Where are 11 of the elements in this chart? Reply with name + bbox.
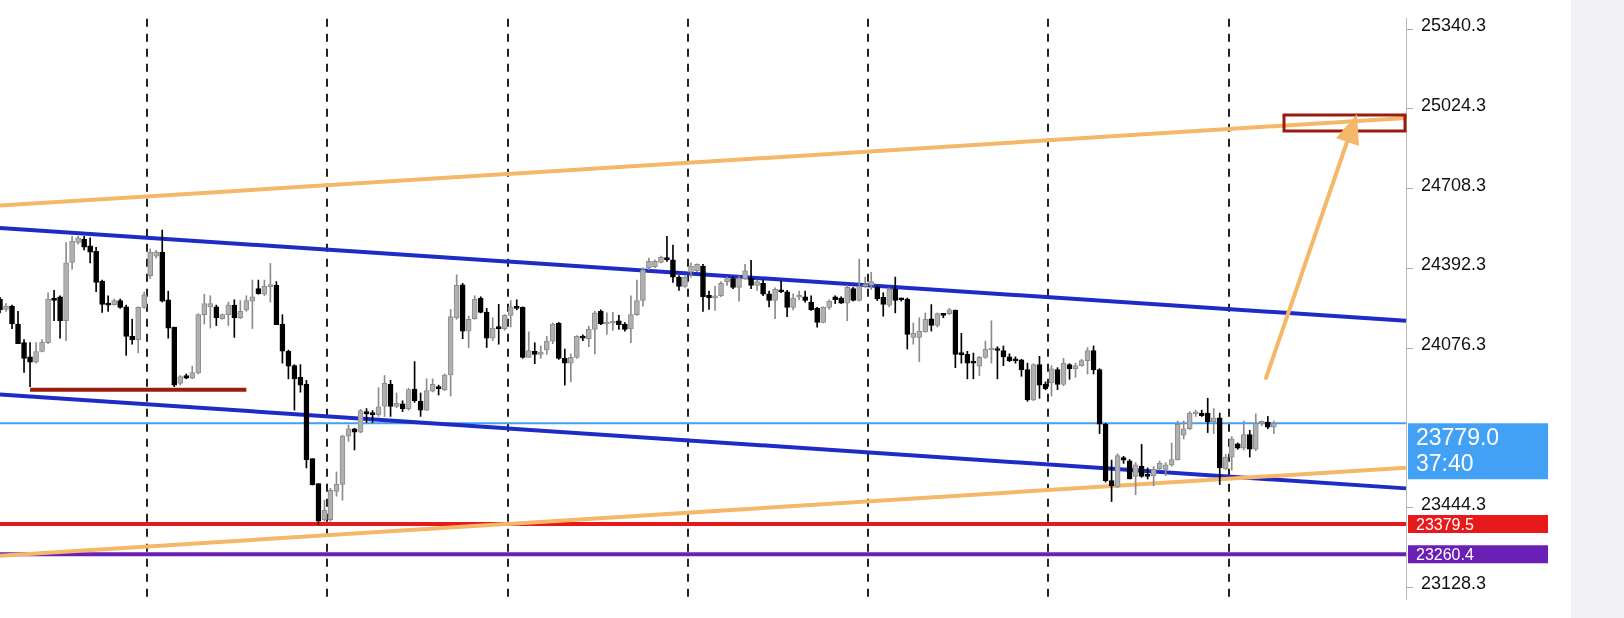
ref-line-label: 23260.4 xyxy=(1416,546,1474,564)
y-tick-label: 23444.3 xyxy=(1421,493,1487,514)
ref-line-label: 23779.0 xyxy=(1416,423,1500,450)
text: 37:40 xyxy=(1416,449,1474,476)
y-tick-label: 25340.3 xyxy=(1421,15,1487,36)
y-tick-label: 25024.3 xyxy=(1421,94,1487,115)
y-tick-label: 24708.3 xyxy=(1421,174,1487,195)
y-tick-label: 23128.3 xyxy=(1421,573,1487,594)
y-tick-label: 24392.3 xyxy=(1421,254,1487,275)
y-tick-label: 24076.3 xyxy=(1421,334,1487,355)
ref-line-label: 23379.5 xyxy=(1416,516,1474,533)
